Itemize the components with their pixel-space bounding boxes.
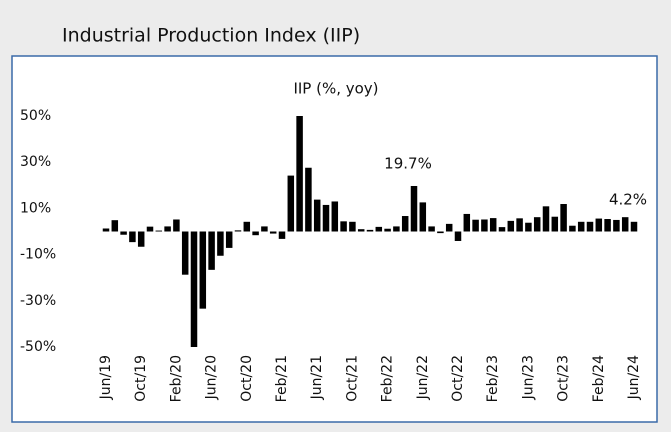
chart-subtitle: IIP (%, yoy) [293,80,378,98]
bar [507,220,515,232]
bar [445,223,453,232]
y-tick-label: -50% [20,339,56,355]
bar [261,226,268,232]
bar [190,231,198,347]
x-tick-label: Jun/20 [204,355,220,400]
bar [164,226,171,232]
bar [577,221,585,232]
bar [569,225,576,232]
bar [287,175,295,232]
x-tick-label: Jun/21 [309,355,325,400]
bar [516,218,523,232]
y-tick-label: -10% [20,247,56,263]
bar [313,199,321,232]
bar [454,231,462,241]
y-tick-label: 50% [20,108,51,124]
x-tick-label: Feb/21 [274,355,290,402]
bar [489,218,497,232]
bar [393,226,400,232]
x-tick-label: Feb/24 [591,355,607,402]
data-label: 4.2% [609,190,647,208]
bar [604,219,611,232]
bar [331,201,339,232]
bar [437,231,444,234]
x-tick-label: Oct/22 [450,355,466,402]
bar [322,204,330,232]
x-tick-label: Feb/22 [380,355,396,402]
bar [252,231,259,236]
bar [120,231,127,235]
bar [340,221,347,232]
bar [217,231,224,256]
bar [560,204,567,232]
bar [525,222,532,232]
bar [208,231,215,270]
bar [586,221,594,232]
bar [111,220,119,232]
bar [419,202,427,232]
bar [551,216,559,232]
x-tick-label: Jun/23 [520,355,536,400]
bar [375,226,383,232]
bar [542,206,550,232]
bar [278,231,286,239]
bar [225,231,233,248]
bar [102,228,110,232]
data-label: 19.7% [384,154,432,172]
bar [357,229,365,232]
bar [384,228,391,232]
bar [481,219,488,232]
x-tick-label: Feb/23 [485,355,501,402]
plot-frame [11,55,658,423]
bar [621,217,629,232]
bar [472,219,479,232]
bar [401,216,409,232]
y-tick-label: 30% [20,154,51,170]
bar [296,116,303,232]
bar [463,213,471,232]
bar [613,219,620,232]
bar [234,230,242,232]
bar [243,221,251,232]
bar [630,221,638,232]
bar [410,185,418,232]
bar [595,218,603,232]
x-tick-label: Jun/24 [626,355,642,400]
bar [533,217,541,232]
bar [181,231,189,275]
x-tick-label: Oct/21 [344,355,360,402]
x-tick-label: Oct/19 [133,355,149,402]
bar [155,230,163,232]
bar [498,227,506,232]
x-tick-label: Oct/23 [556,355,572,402]
bar [199,231,207,309]
bar [366,229,374,232]
bar [173,219,180,232]
chart-title: Industrial Production Index (IIP) [62,25,360,47]
bar [146,226,154,232]
x-tick-label: Feb/20 [168,355,184,402]
x-tick-label: Jun/19 [98,355,114,400]
bar [305,167,312,232]
x-tick-label: Jun/22 [415,355,431,400]
x-tick-label: Oct/20 [239,355,255,402]
bar [349,221,356,232]
bar [428,226,435,232]
bar [129,231,136,243]
bar [137,231,145,247]
y-tick-label: -30% [20,293,56,309]
y-tick-label: 10% [20,200,51,216]
bar [269,231,277,234]
